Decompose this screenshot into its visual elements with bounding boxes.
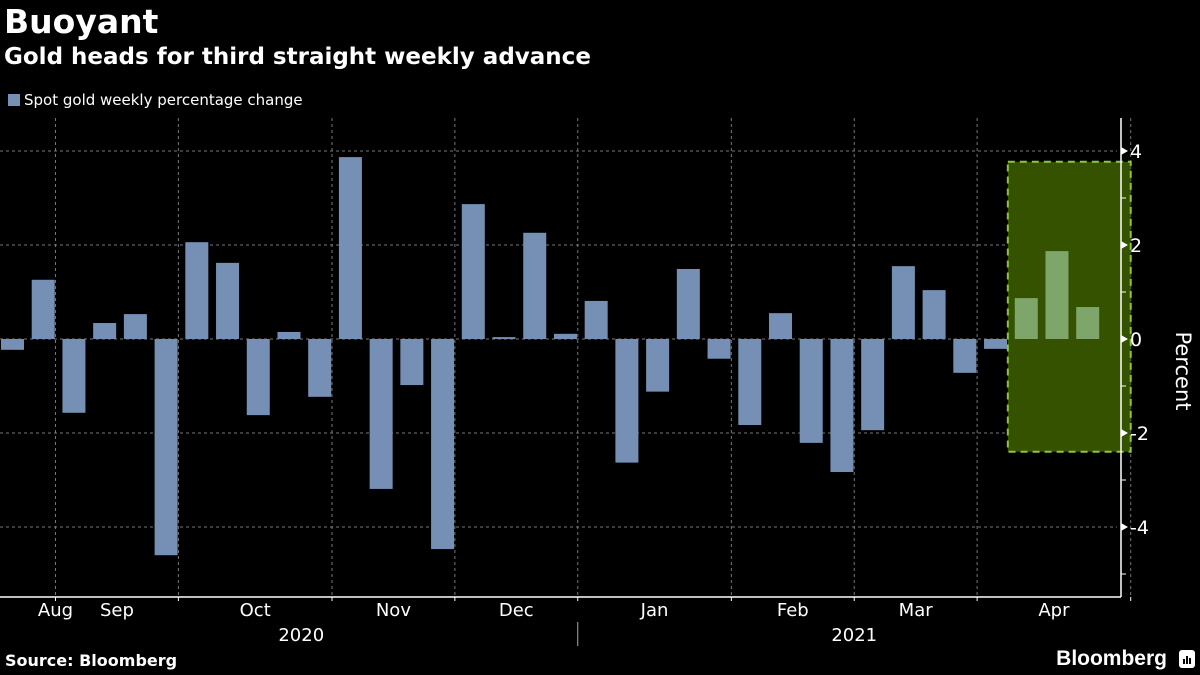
bar — [553, 333, 577, 339]
bar — [646, 339, 670, 392]
bar — [369, 339, 393, 489]
x-month-label: Nov — [376, 600, 411, 621]
chart-subtitle: Gold heads for third straight weekly adv… — [4, 44, 591, 70]
bar — [93, 323, 117, 339]
x-month-label: Mar — [899, 600, 934, 621]
bar — [891, 266, 915, 339]
y-tick-marker — [1121, 241, 1128, 249]
x-month-label: Apr — [1038, 600, 1070, 621]
x-year-label: 2021 — [831, 625, 877, 646]
bar — [338, 157, 362, 339]
bar — [953, 339, 977, 373]
y-tick-marker — [1121, 429, 1128, 437]
bar — [31, 279, 55, 339]
bar — [922, 290, 946, 339]
bar — [246, 339, 270, 416]
bar — [676, 268, 700, 339]
bar — [154, 339, 178, 556]
chart-title: Buoyant — [4, 2, 159, 41]
bar — [308, 339, 332, 397]
y-tick-marker — [1121, 523, 1128, 531]
bar — [584, 300, 608, 339]
y-tick-label: 0 — [1130, 329, 1142, 351]
bar — [492, 337, 516, 339]
y-tick-marker — [1121, 335, 1128, 343]
bar — [400, 339, 424, 386]
bar — [769, 313, 792, 339]
y-tick-marker — [1121, 147, 1128, 155]
bar — [185, 242, 209, 339]
bar-highlighted — [1014, 298, 1038, 339]
y-tick-label: 2 — [1130, 235, 1142, 257]
bar-layer — [1, 157, 1100, 556]
legend-swatch — [8, 94, 20, 106]
bar — [615, 339, 639, 463]
bar — [984, 339, 1008, 349]
x-month-label: Jan — [640, 600, 669, 621]
bar — [830, 339, 854, 473]
bar — [523, 232, 547, 339]
bar-highlighted — [1045, 251, 1069, 339]
x-month-label: Dec — [499, 600, 534, 621]
grid-layer — [0, 118, 1132, 597]
bar — [431, 339, 455, 550]
x-month-label: Feb — [777, 600, 809, 621]
x-month-label: Sep — [100, 600, 134, 621]
legend-label: Spot gold weekly percentage change — [24, 91, 303, 109]
bar — [216, 262, 240, 339]
source-note: Source: Bloomberg — [5, 651, 178, 670]
bar — [799, 339, 823, 443]
bar — [277, 331, 301, 339]
bar — [62, 339, 86, 413]
bloomberg-logo: Bloomberg — [1056, 647, 1167, 670]
bloomberg-chart-icon — [1179, 650, 1195, 668]
bar — [738, 339, 762, 426]
axis-layer: -4 -2 0 2 4 Percent Aug Sep Oct Nov Dec Jan Feb Mar Ap… — [0, 118, 1195, 646]
y-tick-label: -4 — [1130, 517, 1149, 539]
bar — [123, 314, 147, 339]
bar — [1, 339, 24, 350]
y-tick-label: -2 — [1130, 423, 1149, 445]
bar — [707, 339, 731, 359]
y-axis-title: Percent — [1171, 331, 1195, 410]
legend: Spot gold weekly percentage change — [8, 91, 303, 109]
x-year-label: 2020 — [278, 625, 324, 646]
x-month-label: Oct — [240, 600, 271, 621]
bar — [861, 339, 885, 431]
y-tick-label: 4 — [1130, 141, 1142, 163]
bar — [461, 204, 485, 339]
x-month-label: Aug — [38, 600, 73, 621]
bar-highlighted — [1076, 307, 1100, 339]
